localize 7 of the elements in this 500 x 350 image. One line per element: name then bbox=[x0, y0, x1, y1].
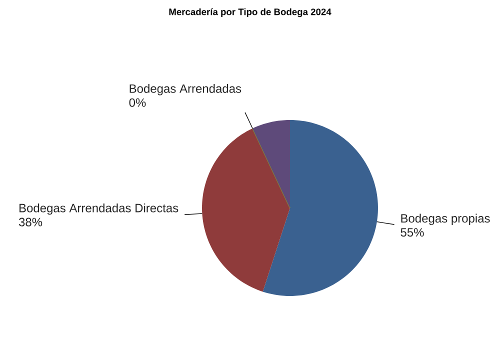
data-label: 38% bbox=[18, 218, 42, 226]
slice-label: Bodegas Arrendadas Directas bbox=[20, 203, 178, 215]
text: 0% bbox=[129, 98, 146, 107]
data-label: 55% bbox=[400, 228, 424, 237]
slice-label: Bodegas propias bbox=[401, 214, 490, 225]
category-label: Bodegas Arrendadas bbox=[130, 84, 242, 96]
chart-title: Mercadería por Tipo de Bodega 2024 bbox=[169, 8, 332, 18]
